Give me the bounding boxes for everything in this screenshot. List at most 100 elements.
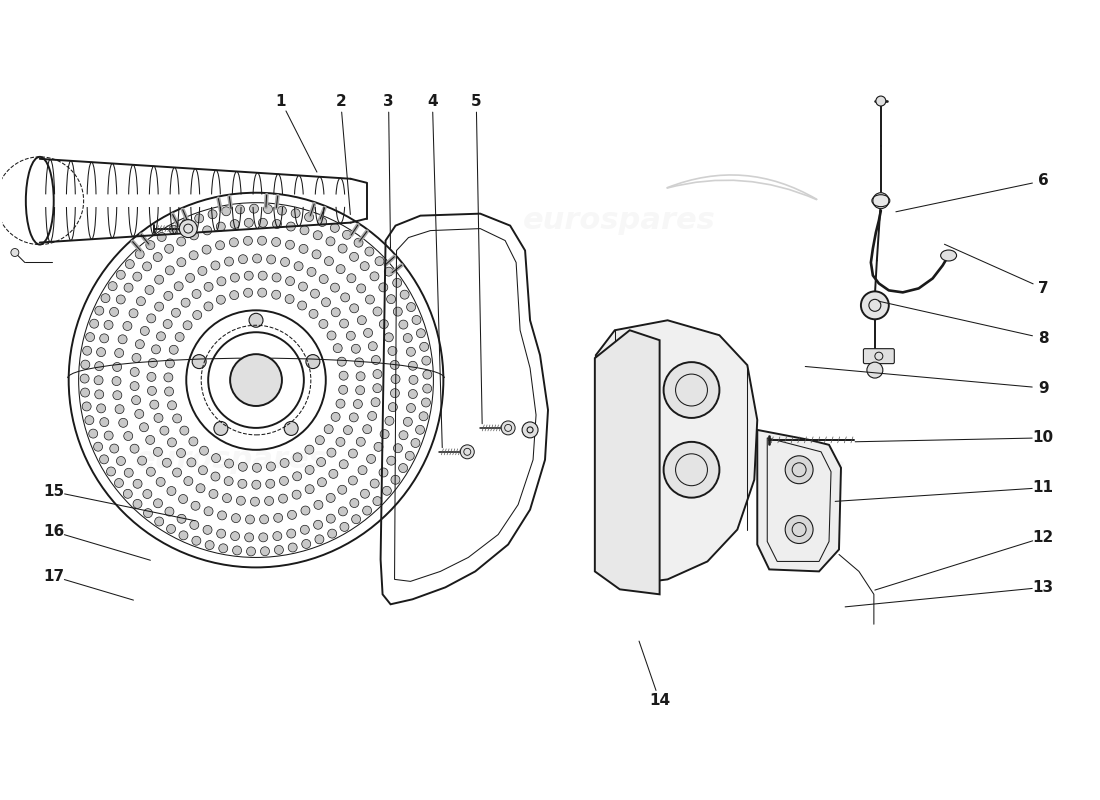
Circle shape — [305, 445, 314, 454]
Text: 9: 9 — [1038, 381, 1048, 395]
Circle shape — [239, 254, 248, 264]
Circle shape — [419, 412, 428, 421]
Circle shape — [384, 267, 394, 276]
Circle shape — [286, 277, 295, 286]
Circle shape — [130, 444, 139, 453]
Circle shape — [785, 456, 813, 484]
Circle shape — [153, 447, 163, 456]
Circle shape — [129, 309, 138, 318]
Circle shape — [412, 315, 421, 325]
Circle shape — [204, 526, 212, 534]
Circle shape — [198, 466, 208, 474]
Circle shape — [184, 477, 192, 486]
Circle shape — [180, 426, 189, 435]
Circle shape — [522, 422, 538, 438]
Circle shape — [312, 250, 321, 259]
Circle shape — [82, 402, 91, 411]
Circle shape — [390, 389, 399, 398]
Circle shape — [143, 262, 152, 271]
Circle shape — [135, 410, 144, 418]
Circle shape — [383, 486, 392, 495]
Circle shape — [663, 362, 719, 418]
Circle shape — [293, 472, 301, 481]
Circle shape — [350, 413, 359, 422]
Circle shape — [342, 230, 352, 239]
Circle shape — [235, 205, 244, 214]
Circle shape — [300, 226, 309, 234]
Circle shape — [224, 477, 233, 486]
Text: 14: 14 — [649, 694, 670, 709]
Circle shape — [330, 283, 340, 292]
Circle shape — [324, 257, 333, 266]
Circle shape — [147, 372, 156, 382]
Circle shape — [217, 277, 226, 286]
Circle shape — [351, 344, 361, 354]
Circle shape — [309, 310, 318, 318]
Circle shape — [350, 252, 359, 262]
Circle shape — [422, 370, 432, 379]
Circle shape — [95, 362, 103, 370]
Circle shape — [204, 302, 213, 311]
Circle shape — [407, 403, 416, 413]
Circle shape — [326, 237, 336, 246]
Circle shape — [182, 298, 190, 307]
Circle shape — [355, 386, 364, 394]
Circle shape — [310, 289, 319, 298]
Circle shape — [165, 266, 174, 275]
Circle shape — [169, 226, 178, 234]
Circle shape — [154, 414, 163, 422]
Circle shape — [349, 449, 358, 458]
Circle shape — [293, 490, 301, 499]
Circle shape — [236, 496, 245, 505]
Circle shape — [280, 458, 289, 467]
Circle shape — [278, 494, 287, 503]
Circle shape — [95, 376, 103, 385]
Circle shape — [274, 514, 283, 522]
Circle shape — [133, 479, 142, 488]
Circle shape — [399, 320, 408, 329]
Circle shape — [284, 422, 298, 435]
Circle shape — [422, 384, 431, 393]
Circle shape — [663, 442, 719, 498]
Circle shape — [117, 295, 125, 304]
Circle shape — [354, 238, 363, 247]
Circle shape — [90, 319, 99, 328]
Circle shape — [327, 514, 336, 523]
Circle shape — [386, 294, 396, 304]
Circle shape — [305, 466, 315, 474]
Circle shape — [164, 373, 173, 382]
Circle shape — [148, 358, 157, 367]
Circle shape — [243, 236, 252, 246]
Text: 2: 2 — [336, 94, 346, 109]
Circle shape — [333, 344, 342, 353]
Text: 6: 6 — [1038, 174, 1048, 188]
Circle shape — [406, 347, 416, 356]
Circle shape — [305, 213, 314, 222]
Circle shape — [260, 515, 268, 524]
Circle shape — [331, 308, 340, 317]
Circle shape — [202, 245, 211, 254]
Circle shape — [124, 283, 133, 292]
Circle shape — [113, 390, 122, 400]
Circle shape — [272, 273, 282, 282]
Circle shape — [251, 497, 260, 506]
Circle shape — [306, 354, 320, 369]
Circle shape — [133, 272, 142, 281]
Circle shape — [292, 209, 300, 218]
Circle shape — [187, 458, 196, 467]
Circle shape — [95, 306, 103, 315]
Circle shape — [249, 314, 263, 327]
Circle shape — [130, 382, 139, 390]
Circle shape — [339, 386, 348, 394]
Circle shape — [108, 282, 117, 290]
Circle shape — [208, 210, 217, 218]
Circle shape — [258, 271, 267, 280]
Circle shape — [785, 515, 813, 543]
Circle shape — [146, 241, 155, 250]
Circle shape — [155, 275, 164, 284]
Circle shape — [100, 455, 109, 464]
Circle shape — [374, 442, 383, 451]
Circle shape — [95, 390, 103, 399]
Circle shape — [339, 460, 349, 469]
Circle shape — [191, 502, 200, 510]
